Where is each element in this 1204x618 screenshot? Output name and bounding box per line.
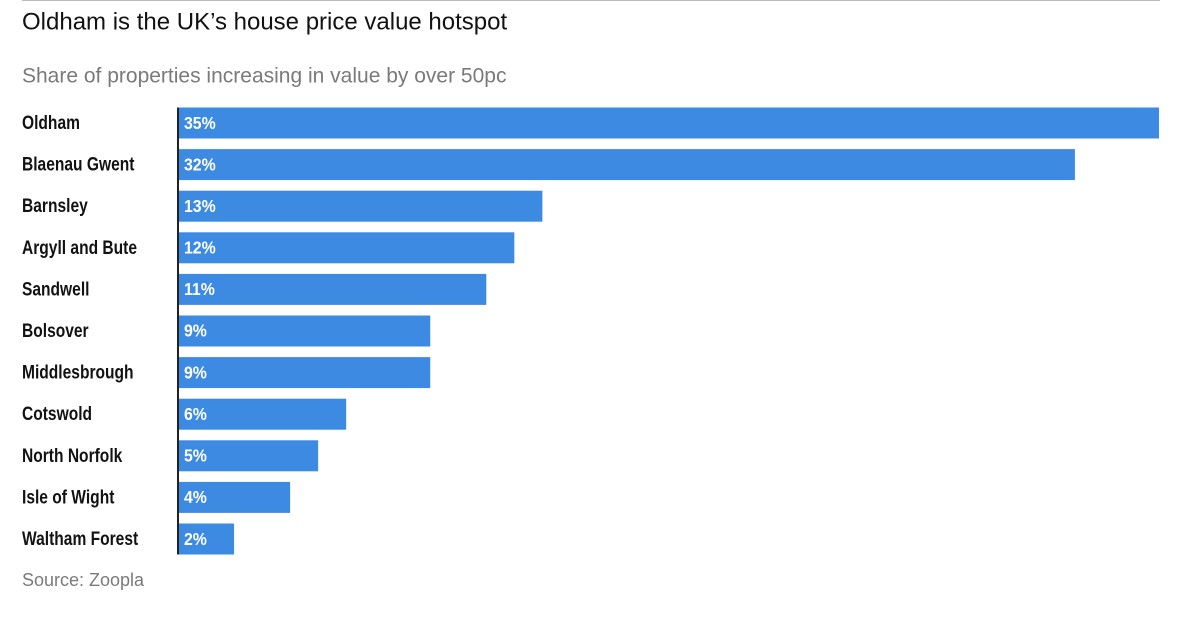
bar — [178, 190, 543, 222]
value-label: 2% — [184, 529, 207, 549]
value-label: 6% — [184, 404, 207, 424]
bar — [178, 273, 487, 305]
value-label: 32% — [184, 154, 216, 174]
bar — [178, 398, 347, 430]
value-label: 35% — [184, 113, 216, 133]
value-label: 4% — [184, 487, 207, 507]
category-label: Argyll and Bute — [22, 236, 137, 258]
category-label: Bolsover — [22, 320, 89, 342]
value-label: 9% — [184, 362, 207, 382]
bar — [178, 357, 431, 389]
chart-subtitle: Share of properties increasing in value … — [22, 65, 506, 88]
category-label: Isle of Wight — [22, 486, 115, 508]
bar — [178, 481, 291, 513]
value-label: 11% — [184, 279, 215, 299]
value-label: 13% — [184, 196, 216, 216]
category-label: Barnsley — [22, 195, 88, 217]
category-label: North Norfolk — [22, 444, 123, 466]
category-label: Blaenau Gwent — [22, 153, 135, 175]
value-label: 5% — [184, 446, 207, 466]
category-label: Cotswold — [22, 403, 92, 425]
category-label: Oldham — [22, 112, 80, 134]
value-label: 12% — [184, 238, 216, 258]
category-label: Sandwell — [22, 278, 89, 300]
category-label: Middlesbrough — [22, 361, 134, 383]
bar — [178, 149, 1075, 181]
bar — [178, 523, 235, 555]
bar — [178, 107, 1159, 139]
bar — [178, 440, 319, 472]
value-label: 9% — [184, 321, 207, 341]
source: Source: Zoopla — [22, 570, 145, 590]
bar — [178, 232, 515, 264]
chart-title: Oldham is the UK’s house price value hot… — [22, 8, 507, 35]
category-label: Waltham Forest — [22, 528, 138, 550]
bar — [178, 315, 431, 347]
